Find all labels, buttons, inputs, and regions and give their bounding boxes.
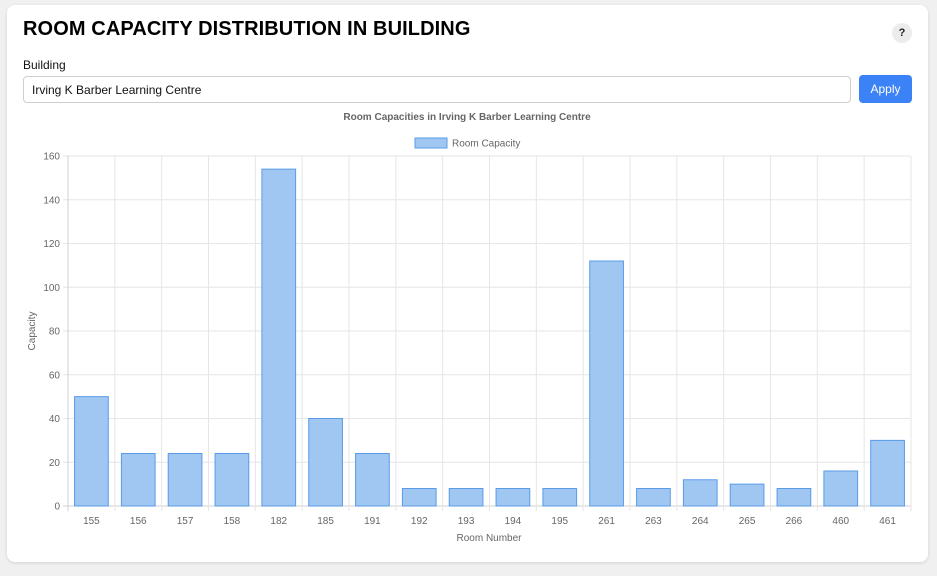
bar-room-191[interactable] <box>355 453 390 507</box>
bar-room-460[interactable] <box>823 470 859 507</box>
x-tick-label: 192 <box>411 516 428 527</box>
x-tick-label: 460 <box>832 516 849 527</box>
legend-label: Room Capacity <box>452 139 520 150</box>
x-tick-label: 193 <box>458 516 475 527</box>
bar-room-263[interactable] <box>636 488 671 507</box>
y-tick-label: 160 <box>43 152 60 163</box>
bar-layer <box>74 168 905 507</box>
page-title: ROOM CAPACITY DISTRIBUTION IN BUILDING <box>23 18 471 40</box>
bar-room-461[interactable] <box>870 439 905 507</box>
y-tick-label: 80 <box>49 327 61 338</box>
x-tick-label: 158 <box>224 516 241 527</box>
y-tick-label: 0 <box>54 502 60 513</box>
apply-button[interactable]: Apply <box>859 75 912 103</box>
bar-room-195[interactable] <box>542 488 578 507</box>
y-tick-label: 40 <box>49 414 61 425</box>
y-tick-label: 100 <box>43 283 60 294</box>
help-button[interactable]: ? <box>892 23 912 43</box>
x-tick-label: 191 <box>364 516 381 527</box>
bar-room-265[interactable] <box>729 483 765 507</box>
bar-room-185[interactable] <box>308 418 343 507</box>
bar-room-261[interactable] <box>589 260 624 507</box>
x-axis-title: Room Number <box>456 533 522 544</box>
bar-room-158[interactable] <box>214 453 250 507</box>
y-tick-label: 140 <box>43 195 60 206</box>
y-tick-label: 120 <box>43 239 60 250</box>
x-tick-label: 266 <box>786 516 803 527</box>
bar-room-193[interactable] <box>448 488 484 507</box>
chart-title: Room Capacities in Irving K Barber Learn… <box>343 112 591 123</box>
bar-room-157[interactable] <box>167 453 203 507</box>
x-tick-label: 261 <box>598 516 615 527</box>
building-input[interactable] <box>23 76 851 103</box>
x-tick-label: 195 <box>551 516 568 527</box>
bar-room-194[interactable] <box>495 488 531 507</box>
legend-swatch <box>414 137 448 149</box>
x-tick-label: 155 <box>83 516 100 527</box>
x-tick-label: 156 <box>130 516 147 527</box>
tick-layer: 0 20 40 60 80 100 120 140 160 155 156 157 158 182 185 1… <box>43 152 896 528</box>
bar-room-155[interactable] <box>74 396 109 507</box>
y-tick-label: 60 <box>49 370 61 381</box>
bar-room-182[interactable] <box>261 168 297 507</box>
bar-room-156[interactable] <box>120 453 156 507</box>
x-tick-label: 194 <box>505 516 522 527</box>
x-tick-label: 461 <box>879 516 896 527</box>
y-tick-label: 20 <box>49 458 61 469</box>
bar-room-192[interactable] <box>401 488 437 507</box>
x-tick-label: 157 <box>177 516 194 527</box>
chart-legend[interactable]: Room Capacity <box>414 137 520 150</box>
x-tick-label: 264 <box>692 516 709 527</box>
bar-room-264[interactable] <box>682 479 718 507</box>
building-label: Building <box>23 58 66 72</box>
grid-layer <box>63 155 912 511</box>
x-tick-label: 263 <box>645 516 662 527</box>
bar-room-266[interactable] <box>776 488 812 507</box>
y-axis-title: Capacity <box>27 312 38 351</box>
x-tick-label: 265 <box>739 516 756 527</box>
x-tick-label: 185 <box>317 516 334 527</box>
x-tick-label: 182 <box>270 516 287 527</box>
